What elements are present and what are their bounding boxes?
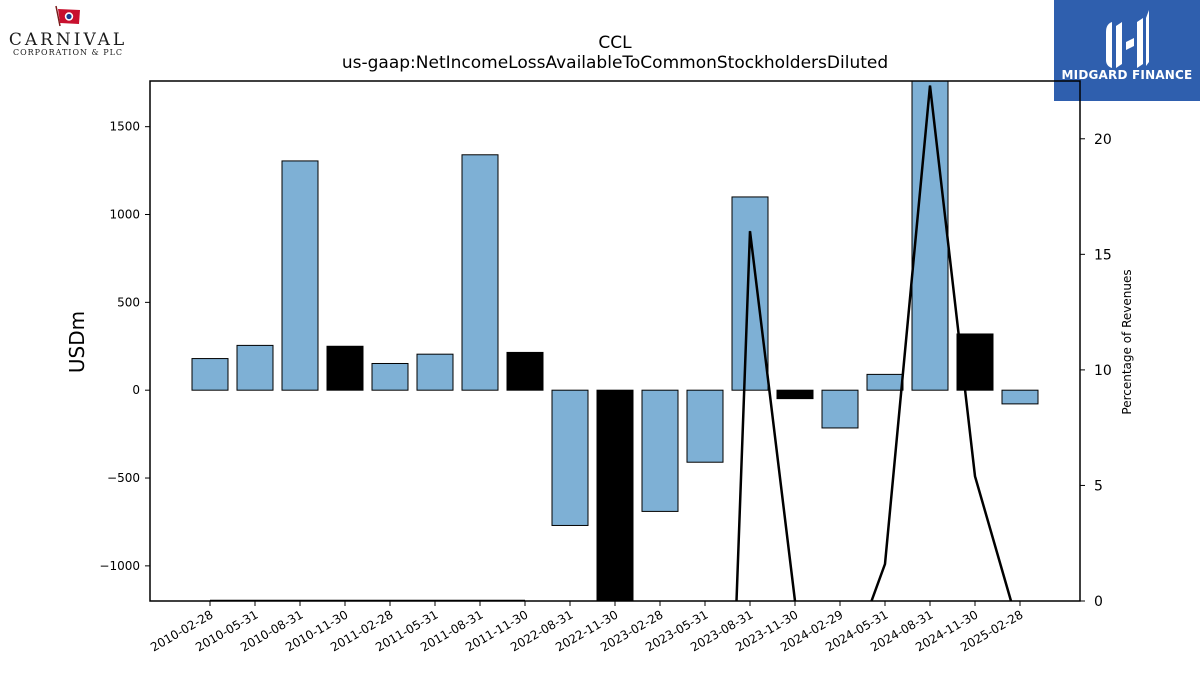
y-tick-label: 500 xyxy=(117,295,140,309)
bar-2010-08-31 xyxy=(281,160,319,391)
percent-point-3-3 xyxy=(929,85,931,87)
y2-axis-label: Percentage of Revenues xyxy=(1120,269,1134,414)
bar-2025-02-28 xyxy=(1001,389,1039,405)
y2-tick-label: 5 xyxy=(1094,478,1103,494)
carnival-logo: CARNIVAL CORPORATION & PLC xyxy=(0,0,140,62)
y-tick-label: 1500 xyxy=(109,120,140,134)
bar-2010-02-28 xyxy=(191,358,229,391)
percent-point-2-2 xyxy=(749,230,751,232)
y2-tick-label: 10 xyxy=(1094,363,1112,379)
percent-point-3-2 xyxy=(884,563,886,565)
bar-2022-11-30 xyxy=(596,389,634,601)
y2-tick-label: 20 xyxy=(1094,132,1112,148)
bar-2011-11-30 xyxy=(506,351,544,391)
bar-2023-08-31 xyxy=(731,196,769,391)
bar-2011-02-28 xyxy=(371,362,409,391)
percent-point-3-4 xyxy=(974,475,976,477)
y-tick-label: −1000 xyxy=(99,559,140,573)
bar-2011-08-31 xyxy=(461,154,499,391)
y-tick-label: 1000 xyxy=(109,208,140,222)
chart-title: CCL xyxy=(598,33,632,53)
chart-subtitle: us-gaap:NetIncomeLossAvailableToCommonSt… xyxy=(342,53,888,73)
plot-inner xyxy=(191,81,1039,601)
bar-2024-02-29 xyxy=(821,389,859,429)
bar-2024-08-31 xyxy=(911,81,949,391)
carnival-logo-name: CARNIVAL xyxy=(9,30,127,50)
carnival-logo-sub: CORPORATION & PLC xyxy=(13,48,123,57)
bar-2011-05-31 xyxy=(416,353,454,391)
y-tick-label: 0 xyxy=(132,383,140,397)
midgard-logo-name: MIDGARD FINANCE xyxy=(1061,68,1193,82)
y-tick-label: −500 xyxy=(107,471,140,485)
midgard-finance-logo: MIDGARD FINANCE xyxy=(1054,0,1200,101)
bar-2022-08-31 xyxy=(551,389,589,526)
bar-2010-11-30 xyxy=(326,345,364,391)
bar-2023-05-31 xyxy=(686,389,724,463)
bar-2023-11-30 xyxy=(776,389,814,400)
bar-2024-05-31 xyxy=(866,373,904,391)
bar-2010-05-31 xyxy=(236,344,274,391)
y2-tick-label: 15 xyxy=(1094,247,1112,263)
y-axis-label: USDm xyxy=(65,311,89,373)
bar-2023-02-28 xyxy=(641,389,679,512)
y2-tick-label: 0 xyxy=(1094,594,1103,610)
